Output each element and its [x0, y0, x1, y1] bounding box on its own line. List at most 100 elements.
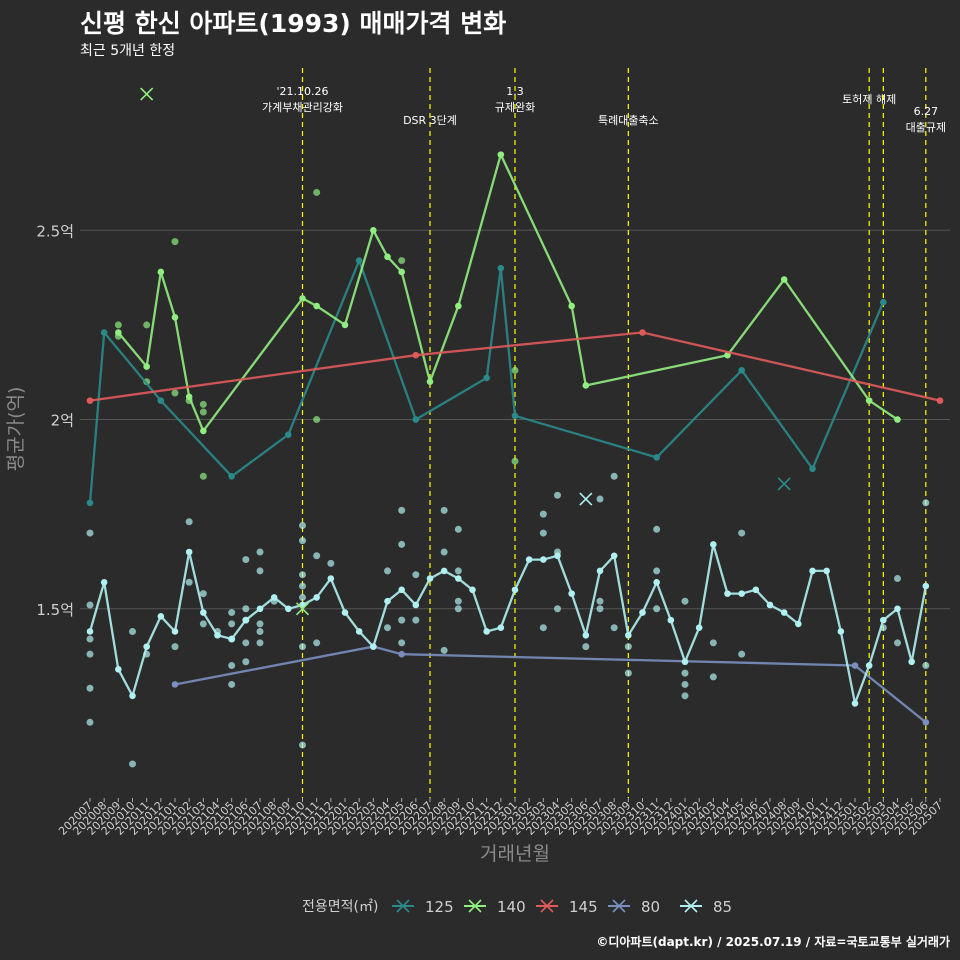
scatter-point-85 — [709, 639, 717, 647]
scatter-point-85 — [256, 627, 264, 635]
scatter-point-85 — [299, 522, 306, 530]
scatter-point-85 — [554, 605, 561, 613]
scatter-point-85 — [440, 548, 448, 556]
legend-x-145 — [540, 899, 554, 913]
scatter-point-140 — [511, 366, 519, 374]
scatter-point-85 — [398, 639, 406, 647]
chart-subtitle: 최근 5개년 한정 — [80, 43, 176, 59]
data-point-85 — [724, 590, 731, 597]
data-point-140 — [780, 276, 788, 283]
data-point-125 — [285, 431, 292, 438]
scatter-point-85 — [610, 624, 618, 632]
data-point-140 — [185, 393, 193, 401]
scatter-point-140 — [199, 408, 207, 416]
scatter-point-85 — [242, 605, 250, 613]
legend-x-85 — [684, 899, 698, 913]
x-marker-140 — [140, 87, 154, 101]
y-tick-label: 2.5억 — [36, 222, 74, 240]
legend-title: 전용면적(㎡) — [302, 899, 378, 915]
data-point-125 — [511, 412, 519, 420]
scatter-point-85 — [199, 620, 207, 628]
scatter-point-85 — [709, 673, 717, 681]
data-point-125 — [809, 465, 816, 473]
data-point-80 — [851, 662, 859, 669]
data-point-85 — [710, 541, 717, 548]
scatter-point-140 — [171, 389, 179, 397]
event-label: 대출규제 — [906, 121, 946, 134]
x-marker-140 — [295, 602, 310, 616]
event-label: 토허제 해제 — [842, 92, 896, 106]
scatter-point-85 — [313, 639, 321, 647]
series-line-125 — [88, 257, 885, 503]
scatter-point-85 — [86, 650, 94, 658]
scatter-point-85 — [242, 658, 250, 666]
event-label: 6.27 — [914, 105, 939, 118]
data-point-125 — [157, 397, 165, 404]
data-point-85 — [625, 631, 632, 639]
scatter-point-85 — [681, 669, 689, 677]
x-axis-label: 거래년월 — [480, 843, 550, 865]
data-point-85 — [440, 567, 448, 575]
data-point-85 — [256, 605, 264, 613]
scatter-point-85 — [596, 605, 604, 613]
scatter-point-85 — [681, 597, 689, 605]
data-point-85 — [554, 552, 561, 560]
scatter-point-85 — [129, 760, 136, 768]
legend-label-140: 140 — [497, 898, 526, 916]
scatter-point-85 — [624, 669, 632, 677]
legend-label-145: 145 — [569, 898, 598, 916]
scatter-point-85 — [299, 593, 306, 601]
data-point-85 — [355, 628, 363, 635]
scatter-point-85 — [86, 529, 94, 537]
data-point-140 — [426, 378, 434, 385]
scatter-point-85 — [86, 684, 94, 692]
data-point-140 — [568, 302, 575, 310]
data-point-125 — [86, 499, 94, 507]
scatter-point-85 — [256, 620, 264, 628]
scatter-point-85 — [185, 578, 193, 586]
scatter-point-85 — [242, 556, 250, 564]
scatter-point-85 — [299, 582, 306, 590]
data-point-85 — [412, 601, 420, 609]
scatter-point-85 — [228, 620, 236, 628]
scatter-point-85 — [299, 537, 306, 545]
data-point-85 — [582, 631, 590, 639]
data-point-85 — [738, 590, 745, 597]
scatter-point-85 — [256, 567, 264, 575]
data-point-85 — [143, 643, 150, 650]
scatter-point-140 — [199, 400, 207, 408]
data-point-85 — [483, 628, 490, 635]
data-point-80 — [398, 650, 405, 658]
data-point-125 — [228, 473, 235, 480]
data-point-125 — [880, 298, 887, 306]
data-point-125 — [738, 367, 745, 374]
data-point-140 — [724, 351, 731, 359]
scatter-point-85 — [86, 635, 94, 643]
data-point-85 — [752, 586, 760, 594]
data-point-85 — [610, 552, 618, 560]
scatter-point-85 — [228, 609, 236, 617]
scatter-point-85 — [313, 552, 321, 560]
scatter-point-85 — [242, 639, 250, 647]
scatter-point-85 — [440, 646, 448, 654]
scatter-point-85 — [894, 574, 901, 582]
data-point-140 — [582, 382, 590, 389]
data-point-140 — [398, 268, 405, 276]
scatter-point-85 — [738, 650, 746, 658]
data-point-85 — [837, 628, 845, 635]
series-line-80 — [174, 645, 927, 724]
scatter-point-85 — [610, 472, 618, 480]
scatter-point-85 — [171, 643, 179, 651]
legend-label-85: 85 — [713, 898, 732, 916]
data-point-125 — [497, 264, 505, 272]
data-point-85 — [653, 578, 660, 586]
y-axis-label: 평균가(억) — [5, 387, 27, 472]
scatter-point-85 — [738, 529, 746, 537]
data-point-85 — [270, 594, 278, 601]
data-point-85 — [171, 628, 179, 635]
scatter-point-85 — [582, 643, 590, 651]
legend-x-80 — [612, 899, 626, 913]
scatter-point-85 — [922, 499, 930, 507]
scatter-point-85 — [327, 559, 335, 567]
y-tick-label: 2억 — [51, 412, 74, 430]
